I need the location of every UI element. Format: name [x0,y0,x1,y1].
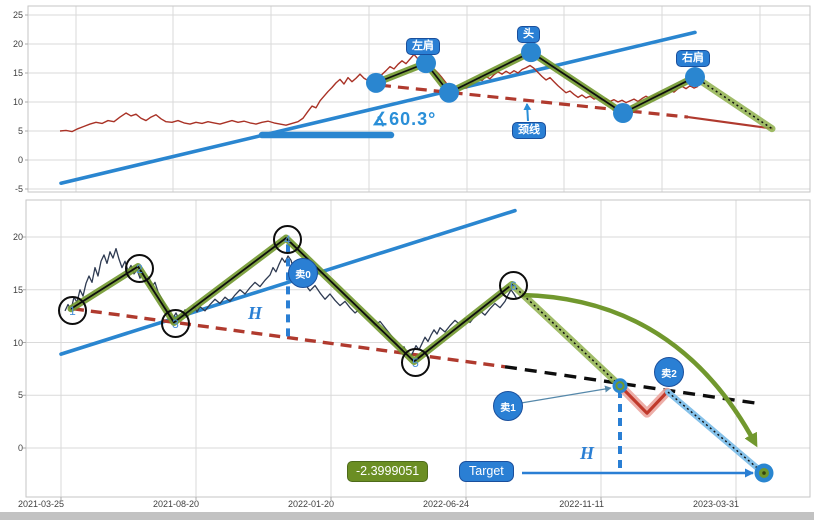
pivot-2-circle: 2 [125,254,154,283]
pivot-2-label: 2 [136,261,143,276]
sell0-marker: 卖0 [288,258,318,288]
pivot-1-circle: 1 [58,296,87,325]
sell2-marker: 卖2 [654,357,684,387]
pivot-dot [685,67,705,88]
x-tick-label: 2022-06-24 [422,499,469,509]
target-badge: Target [459,461,514,482]
pivot-6-label: 6 [510,278,517,293]
height-label-2: H [580,443,595,463]
projection-glow [508,280,624,390]
pullback-line [618,384,669,415]
left-shoulder-badge: 左肩 [406,38,440,55]
pivot-dot [439,82,459,103]
y-tick-label: 5 [17,390,23,401]
y-tick-label: 15 [12,68,23,78]
neckline-extension [687,115,774,130]
x-tick-label: 2023-03-31 [692,499,739,509]
y-tick-label: -5 [14,184,23,194]
breakdown-dot [612,378,628,394]
pivot-3-label: 3 [172,316,179,331]
y-tick-label: 20 [12,39,23,49]
sell1-marker: 卖1 [493,391,523,421]
top-chart [25,5,811,193]
bottom-strip [0,512,814,520]
x-tick-label: 2022-01-20 [287,499,334,509]
pivot-5-circle: 5 [401,348,430,377]
pivot-1-label: 1 [69,303,76,318]
pivot-4-label: 4 [284,232,291,247]
x-tick-label: 2021-08-20 [152,499,199,509]
neckline-badge: 颈线 [512,122,546,139]
measured-move-curve-arrow [521,292,758,448]
x-tick-label: 2022-11-11 [559,499,604,509]
neckline-pointer-arrow [523,103,532,122]
sell2-projection-dotted [667,391,764,474]
y-tick-label: 10 [12,337,23,348]
y-tick-label: 0 [17,155,23,165]
y-tick-label: 25 [12,10,23,20]
y-tick-label: 5 [17,126,23,136]
pivot-dot [366,72,386,93]
pivot-6-circle: 6 [499,271,528,300]
neckline-dashed [72,307,506,369]
neckline-extension-black [504,365,761,406]
x-tick-label: 2021-03-25 [17,499,64,509]
y-tick-label: 15 [12,284,23,295]
trendline [59,208,517,356]
measure-value-badge: -2.3999051 [347,461,429,482]
plot-border [27,5,811,193]
neckline-dashed [379,83,689,119]
pivot-5-label: 5 [412,355,419,370]
plot-border [25,199,811,498]
angle-label: ∡60.3° [372,109,437,129]
pivot-dot [613,103,633,124]
y-tick-label: 0 [17,443,23,453]
trendline [59,30,697,185]
pivot-3-circle: 3 [161,309,190,338]
head-badge: 头 [517,26,540,43]
right-shoulder-badge: 右肩 [676,50,710,67]
height-label-1: H [248,303,263,323]
pivot-4-circle: 4 [273,225,302,254]
sell1-pointer-line [520,385,612,404]
pivot-dot [521,42,541,63]
y-tick-label: 10 [12,97,23,107]
y-tick-label: 20 [12,232,23,242]
pivot-dot [416,53,436,74]
target-dot-core [762,471,766,475]
projection-dotted [694,76,773,130]
breakdown-dot-ring [615,381,625,391]
